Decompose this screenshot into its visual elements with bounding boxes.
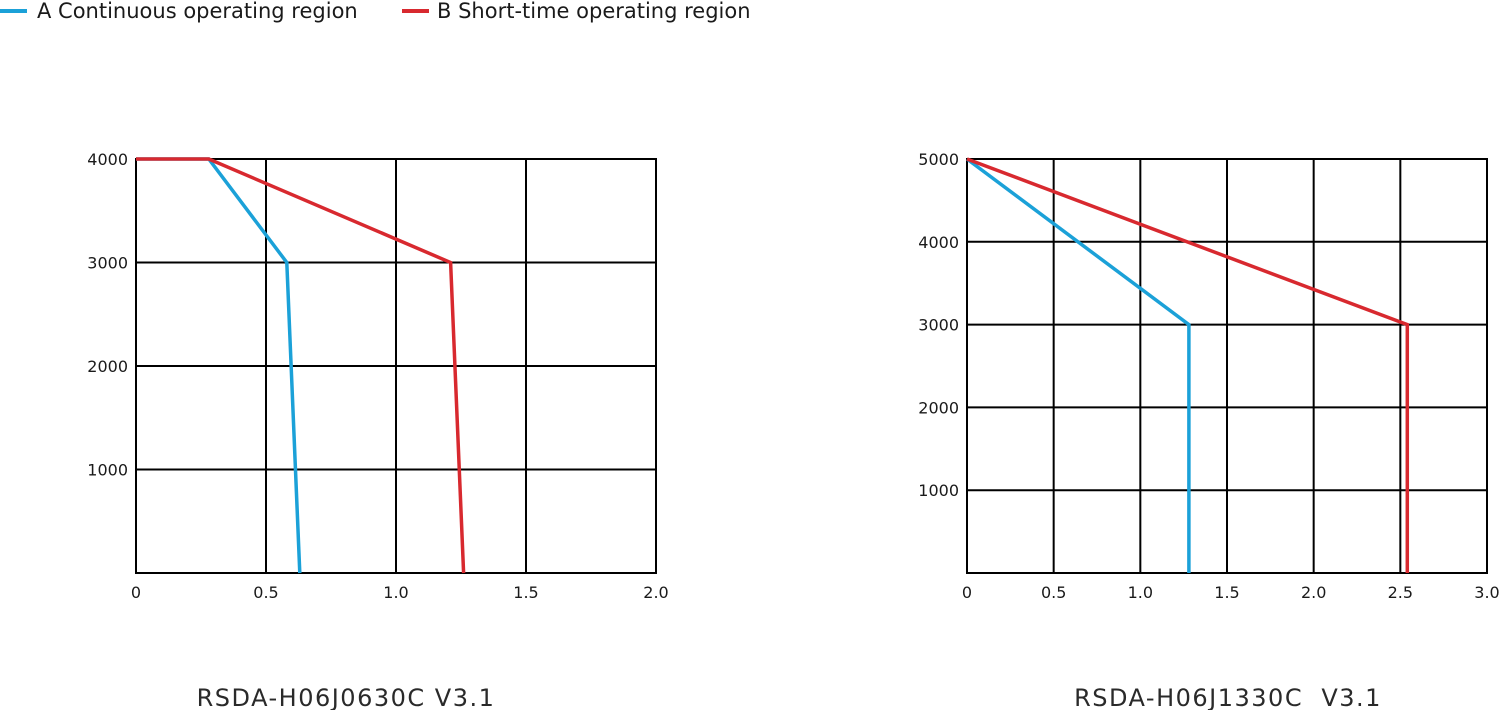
chart-1-y-tick-label: 2000 [918, 398, 959, 417]
chart-1-y-tick-label: 5000 [918, 150, 959, 169]
chart-1-x-tick-label: 3.0 [1474, 583, 1499, 602]
chart-1-model-caption: RSDA-H06J1330C V3.1 [1074, 684, 1382, 710]
chart-1-series-b-short-time [966, 157, 1410, 573]
chart-1-x-tick-label: 0 [962, 583, 972, 602]
chart-0-x-tick-label: 2.0 [643, 583, 668, 602]
chart-1-x-tick-label: 0.5 [1041, 583, 1066, 602]
legend-label-b: B Short-time operating region [437, 0, 751, 23]
chart-rsda-h06j1330c: 0 0.5 1.0 1.5 2.0 2.5 3.0 1000 2000 3000 4000 5000 R… [918, 150, 1499, 710]
chart-1-x-tick-label: 1.0 [1128, 583, 1153, 602]
chart-0-y-tick-label: 3000 [87, 254, 128, 273]
chart-0-model-caption: RSDA-H06J0630C V3.1 [197, 684, 496, 710]
chart-0-x-tick-label: 1.5 [513, 583, 538, 602]
chart-1-y-tick-label: 4000 [918, 233, 959, 252]
chart-0-plot-frame [135, 158, 657, 574]
chart-0-x-tick-label: 0 [131, 583, 141, 602]
chart-0-y-tick-label: 4000 [87, 150, 128, 169]
legend-label-a: A Continuous operating region [37, 0, 358, 23]
chart-1-y-tick-label: 1000 [918, 481, 959, 500]
chart-0-x-tick-label: 1.0 [383, 583, 408, 602]
chart-0-series-b-short-time [136, 157, 466, 574]
chart-1-x-tick-label: 2.5 [1388, 583, 1413, 602]
chart-1-series-a-continuous [965, 157, 1191, 573]
legend: A Continuous operating region B Short-tim… [0, 0, 751, 23]
chart-1-plot-frame [966, 158, 1488, 574]
chart-1-x-tick-label: 2.0 [1301, 583, 1326, 602]
chart-0-y-tick-label: 1000 [87, 461, 128, 480]
chart-0-x-tick-label: 0.5 [253, 583, 278, 602]
chart-1-x-tick-label: 1.5 [1214, 583, 1239, 602]
chart-1-y-tick-label: 3000 [918, 316, 959, 335]
chart-rsda-h06j0630c: 0 0.5 1.0 1.5 2.0 1000 2000 3000 4000 RSDA-H06J06… [87, 150, 668, 710]
chart-0-y-tick-label: 2000 [87, 357, 128, 376]
